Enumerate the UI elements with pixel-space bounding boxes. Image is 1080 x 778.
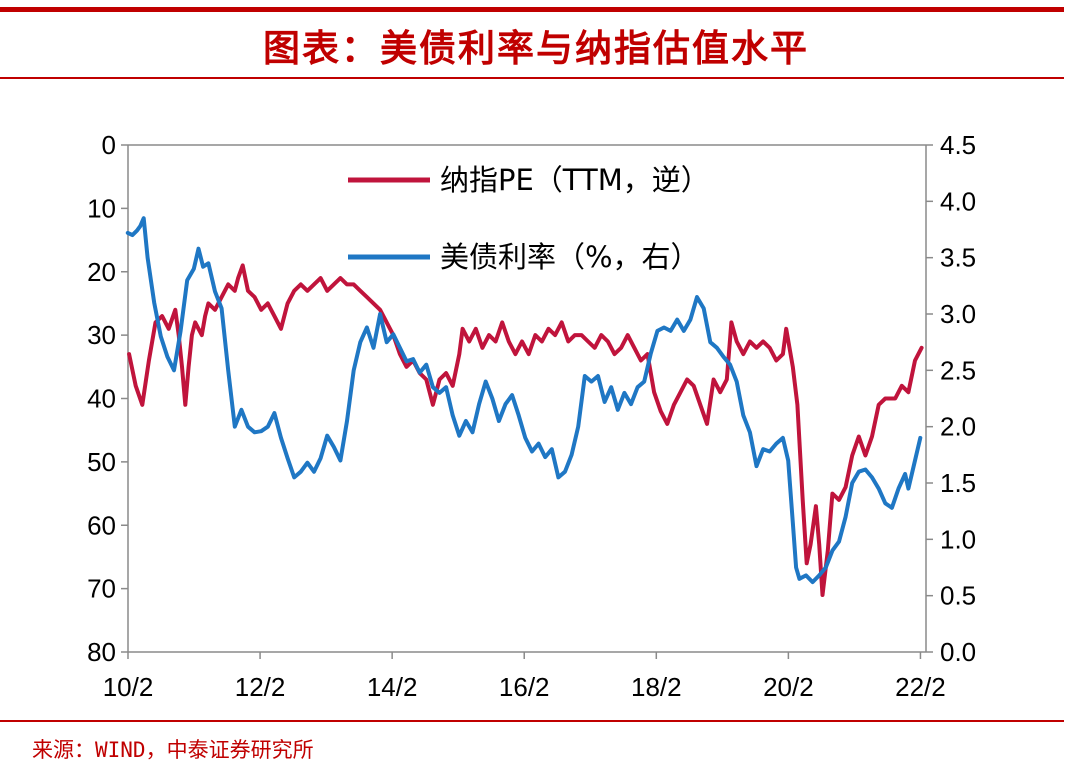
x-tick-label: 20/2 (763, 672, 814, 702)
right-y-tick-label: 1.0 (940, 524, 976, 554)
x-tick-label: 22/2 (895, 672, 946, 702)
right-y-tick-label: 2.0 (940, 412, 976, 442)
left-y-tick-label: 80 (87, 637, 116, 667)
left-y-tick-label: 20 (87, 257, 116, 287)
x-tick-label: 14/2 (367, 672, 418, 702)
left-y-tick-label: 0 (102, 130, 116, 160)
left-y-tick-label: 60 (87, 510, 116, 540)
right-y-tick-label: 0.0 (940, 637, 976, 667)
legend-label: 纳指PE（TTM，逆） (440, 163, 710, 197)
right-y-tick-label: 0.5 (940, 581, 976, 611)
right-y-tick-label: 4.0 (940, 186, 976, 216)
x-tick-label: 18/2 (631, 672, 682, 702)
left-y-tick-label: 50 (87, 447, 116, 477)
series-lines (125, 216, 924, 597)
right-y-tick-label: 1.5 (940, 468, 976, 498)
left-y-tick-label: 10 (87, 193, 116, 223)
right-y-tick-label: 3.0 (940, 299, 976, 329)
left-y-tick-label: 40 (87, 384, 116, 414)
header-bottom-rule (0, 77, 1064, 79)
right-y-tick-label: 3.5 (940, 243, 976, 273)
x-tick-label: 12/2 (235, 672, 286, 702)
right-y-tick-label: 4.5 (940, 130, 976, 160)
footer-rule (0, 720, 1064, 722)
page-title: 图表：美债利率与纳指估值水平 (263, 26, 809, 70)
chart-legend: 纳指PE（TTM，逆） 美债利率（%，右） (348, 163, 710, 274)
x-tick-label: 10/2 (103, 672, 154, 702)
header-top-rule (0, 7, 1064, 12)
axis-ticks: 0 10 20 30 40 50 60 70 80 4.5 4.0 3.5 3.0 2.5 2.0 1.5 1.… (87, 130, 976, 702)
series-line-treasury-yield (125, 216, 923, 585)
legend-label: 美债利率（%，右） (440, 240, 700, 274)
right-y-tick-label: 2.5 (940, 355, 976, 385)
left-y-tick-label: 30 (87, 320, 116, 350)
left-y-tick-label: 70 (87, 574, 116, 604)
series-line-nasdaq-pe (127, 263, 924, 597)
source-note: 来源：WIND，中泰证券研究所 (32, 738, 314, 762)
x-tick-label: 16/2 (499, 672, 550, 702)
